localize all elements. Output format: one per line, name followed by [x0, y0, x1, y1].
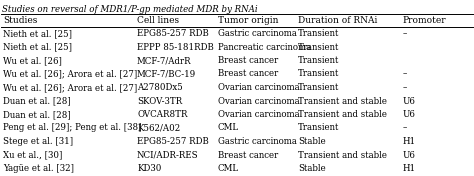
Text: MCF-7/AdrR: MCF-7/AdrR — [137, 56, 191, 65]
Text: Yagüe et al. [32]: Yagüe et al. [32] — [3, 164, 74, 173]
Text: Wu et al. [26]; Arora et al. [27]: Wu et al. [26]; Arora et al. [27] — [3, 83, 137, 92]
Text: SKOV-3TR: SKOV-3TR — [137, 96, 182, 105]
Text: EPPP 85-181RDB: EPPP 85-181RDB — [137, 42, 214, 52]
Text: Transient: Transient — [298, 83, 340, 92]
Text: EPG85-257 RDB: EPG85-257 RDB — [137, 137, 209, 146]
Text: –: – — [402, 70, 407, 78]
Text: Ovarian carcinoma: Ovarian carcinoma — [218, 83, 299, 92]
Text: –: – — [402, 124, 407, 133]
Text: Transient and stable: Transient and stable — [298, 150, 387, 159]
Text: Breast cancer: Breast cancer — [218, 56, 278, 65]
Text: H1: H1 — [402, 137, 416, 146]
Text: –: – — [402, 29, 407, 38]
Text: Ovarian carcinoma: Ovarian carcinoma — [218, 110, 299, 119]
Text: Nieth et al. [25]: Nieth et al. [25] — [3, 42, 72, 52]
Text: Transient: Transient — [298, 124, 340, 133]
Text: Studies on reversal of MDR1/P-gp mediated MDR by RNAi: Studies on reversal of MDR1/P-gp mediate… — [2, 5, 258, 14]
Text: Duration of RNAi: Duration of RNAi — [298, 16, 378, 25]
Text: Gastric carcinoma: Gastric carcinoma — [218, 29, 297, 38]
Text: NCI/ADR-RES: NCI/ADR-RES — [137, 150, 199, 159]
Text: Duan et al. [28]: Duan et al. [28] — [3, 110, 71, 119]
Text: Stable: Stable — [298, 137, 326, 146]
Text: Tumor origin: Tumor origin — [218, 16, 278, 25]
Text: Peng et al. [29]; Peng et al. [38]: Peng et al. [29]; Peng et al. [38] — [3, 124, 141, 133]
Text: H1: H1 — [402, 164, 416, 173]
Text: EPG85-257 RDB: EPG85-257 RDB — [137, 29, 209, 38]
Text: U6: U6 — [402, 150, 415, 159]
Text: –: – — [402, 83, 407, 92]
Text: Transient and stable: Transient and stable — [298, 110, 387, 119]
Text: Promoter: Promoter — [402, 16, 446, 25]
Text: CML: CML — [218, 124, 239, 133]
Text: Breast cancer: Breast cancer — [218, 150, 278, 159]
Text: A2780Dx5: A2780Dx5 — [137, 83, 183, 92]
Text: Wu et al. [26]; Arora et al. [27]: Wu et al. [26]; Arora et al. [27] — [3, 70, 137, 78]
Text: MCF-7/BC-19: MCF-7/BC-19 — [137, 70, 196, 78]
Text: CML: CML — [218, 164, 239, 173]
Text: Cell lines: Cell lines — [137, 16, 179, 25]
Text: Transient: Transient — [298, 29, 340, 38]
Text: Gastric carcinoma: Gastric carcinoma — [218, 137, 297, 146]
Text: Xu et al., [30]: Xu et al., [30] — [3, 150, 62, 159]
Text: Transient: Transient — [298, 70, 340, 78]
Text: U6: U6 — [402, 96, 415, 105]
Text: U6: U6 — [402, 110, 415, 119]
Text: Wu et al. [26]: Wu et al. [26] — [3, 56, 62, 65]
Text: Stable: Stable — [298, 164, 326, 173]
Text: Duan et al. [28]: Duan et al. [28] — [3, 96, 71, 105]
Text: K562/A02: K562/A02 — [137, 124, 180, 133]
Text: OVCAR8TR: OVCAR8TR — [137, 110, 188, 119]
Text: Pancreatic carcinoma: Pancreatic carcinoma — [218, 42, 311, 52]
Text: Studies: Studies — [3, 16, 37, 25]
Text: Breast cancer: Breast cancer — [218, 70, 278, 78]
Text: Transient: Transient — [298, 56, 340, 65]
Text: Nieth et al. [25]: Nieth et al. [25] — [3, 29, 72, 38]
Text: Transient: Transient — [298, 42, 340, 52]
Text: Stege et al. [31]: Stege et al. [31] — [3, 137, 73, 146]
Text: Ovarian carcinoma: Ovarian carcinoma — [218, 96, 299, 105]
Text: Transient and stable: Transient and stable — [298, 96, 387, 105]
Text: KD30: KD30 — [137, 164, 162, 173]
